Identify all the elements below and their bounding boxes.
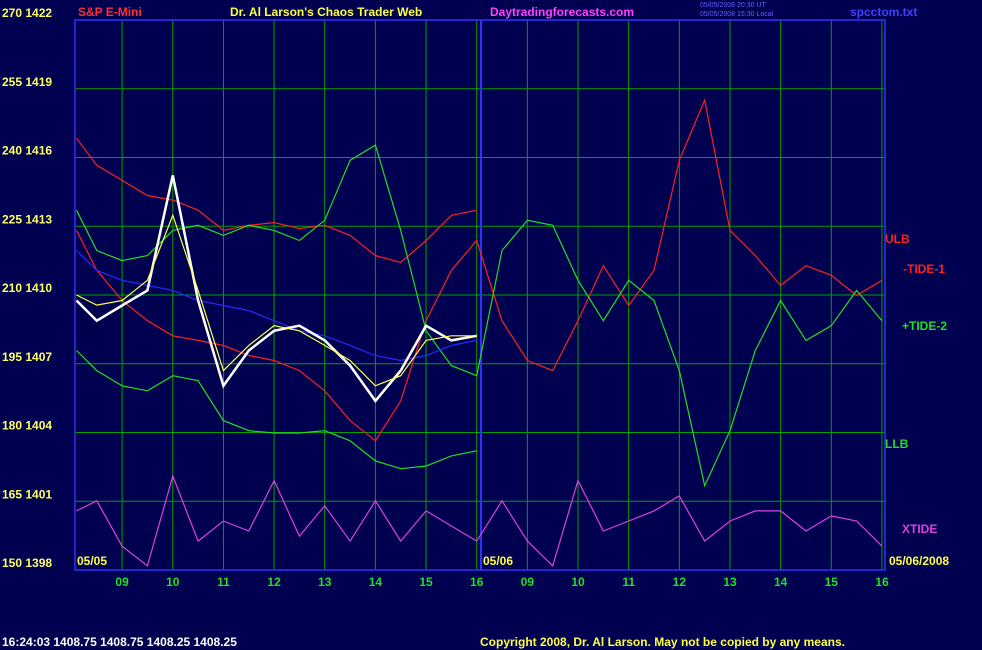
series-label: XTIDE [902,522,937,536]
series-label: +TIDE-2 [902,319,947,333]
x-tick-label: 10 [571,575,585,589]
grid [75,19,885,571]
date-label: 05/05 [77,554,107,568]
y-tick-label: 165 1401 [2,487,52,501]
series-line [75,144,883,488]
series-line [76,474,883,568]
series-line [75,98,883,442]
x-tick-label: 15 [825,575,839,589]
series-label: -TIDE-1 [903,262,945,276]
series-label: ULB [885,232,910,246]
x-tick-label: 13 [318,575,332,589]
y-tick-label: 210 1410 [2,281,52,295]
series-line [76,137,477,264]
y-tick-label: 180 1404 [2,419,52,433]
x-tick-label: 12 [267,575,281,589]
timestamp-local: 05/05/2008 15:30 Local [700,11,774,18]
series-line [75,175,477,403]
labels: S&P E-Mini Dr. Al Larson's Chaos Trader … [2,2,949,649]
series-line [76,350,477,470]
x-tick-label: 12 [673,575,687,589]
x-tick-label: 14 [774,575,788,589]
x-tick-label: 09 [521,575,535,589]
website: Daytradingforecasts.com [490,5,634,19]
series-line [76,250,477,362]
y-tick-label: 255 1419 [2,75,52,89]
chart-title: Dr. Al Larson's Chaos Trader Web [230,5,422,19]
series-line [76,213,477,387]
x-tick-label: 16 [470,575,484,589]
x-tick-label: 15 [419,575,433,589]
x-tick-label: 11 [622,575,635,589]
file-name: spcctom.txt [850,5,917,19]
lines [75,98,883,568]
y-tick-label: 240 1416 [2,144,52,158]
x-tick-label: 11 [217,575,230,589]
y-tick-label: 195 1407 [2,350,52,364]
x-tick-label: 10 [166,575,180,589]
x-tick-label: 09 [115,575,129,589]
y-tick-label: 150 1398 [2,556,52,570]
quote: 16:24:03 1408.75 1408.75 1408.25 1408.25 [2,635,237,649]
copyright: Copyright 2008, Dr. Al Larson. May not b… [480,635,845,649]
x-tick-label: 16 [875,575,889,589]
timestamp-ut: 05/05/2008 20:30 UT [700,2,766,9]
y-tick-label: 225 1413 [2,212,52,226]
instrument: S&P E-Mini [78,5,142,19]
date-label: 05/06 [483,554,513,568]
series-label: LLB [885,437,909,451]
y-tick-label: 270 1422 [2,6,52,20]
x-tick-label: 14 [369,575,383,589]
date-label: 05/06/2008 [889,554,949,568]
x-tick-label: 13 [723,575,737,589]
